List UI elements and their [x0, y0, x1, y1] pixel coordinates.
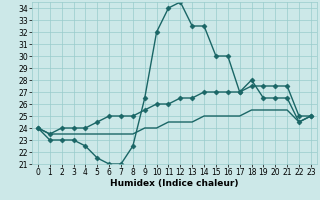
X-axis label: Humidex (Indice chaleur): Humidex (Indice chaleur) [110, 179, 239, 188]
